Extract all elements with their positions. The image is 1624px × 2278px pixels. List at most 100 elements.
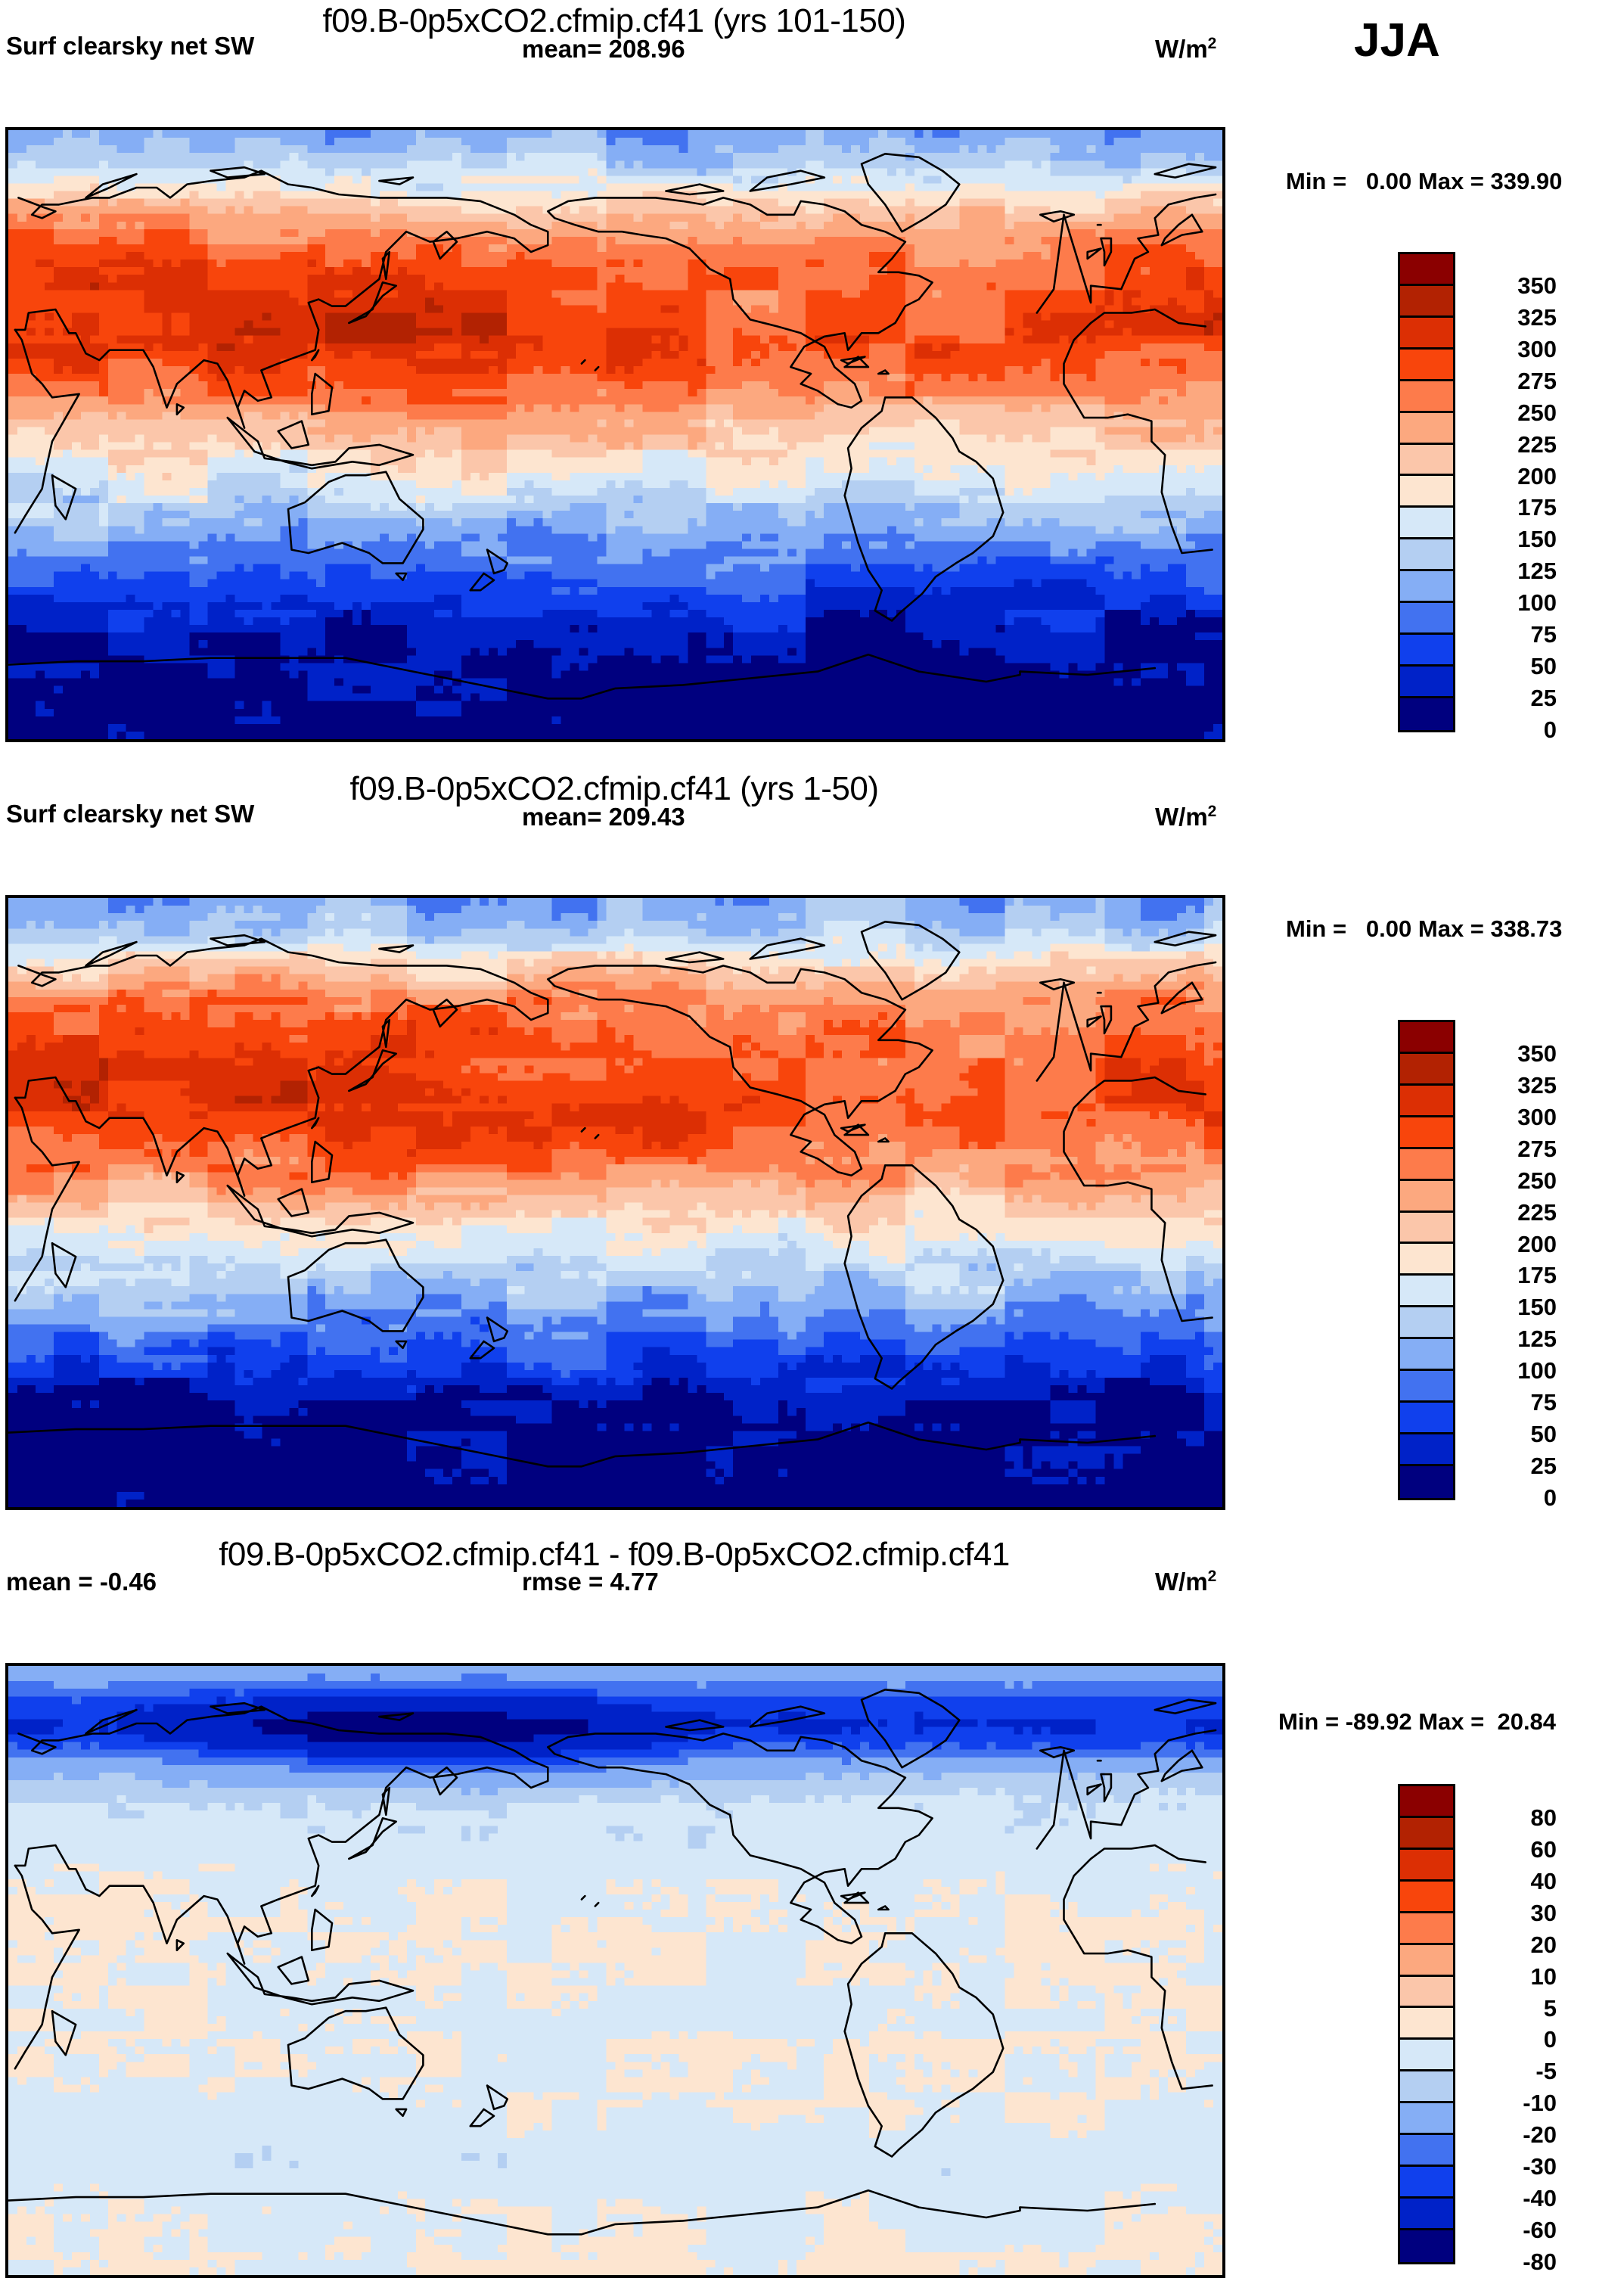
colorbar-swatch (1400, 2198, 1453, 2230)
colorbar-tick-label: 25 (1530, 1453, 1557, 1480)
colorbar-tick-label: -60 (1523, 2217, 1557, 2244)
colorbar-swatch (1400, 254, 1453, 286)
colorbar-swatch (1400, 1944, 1453, 1977)
colorbar-swatch (1400, 476, 1453, 508)
colorbar-tick-label: -10 (1523, 2090, 1557, 2117)
panel-middle-map (5, 895, 1225, 1510)
colorbar-tick-label: 300 (1517, 1103, 1557, 1130)
map-coastlines (8, 153, 1217, 700)
panel-top-stat-label: mean= 208.96 (522, 35, 685, 63)
colorbar-tick-label: 350 (1517, 1040, 1557, 1067)
colorbar-swatch (1400, 1976, 1453, 2009)
colorbar-tick-label: 40 (1530, 1867, 1557, 1894)
colorbar-swatch (1400, 1817, 1453, 1850)
colorbar-swatch (1400, 1913, 1453, 1945)
colorbar-swatch (1400, 2071, 1453, 2104)
panel-middle-units: W/m2 (1155, 803, 1216, 831)
colorbar-tick-label: 100 (1517, 589, 1557, 617)
colorbar-swatches (1398, 1020, 1455, 1500)
colorbar-swatch (1400, 1180, 1453, 1213)
panel-diff-minmax: Min = -89.92 Max = 20.84 (1278, 1708, 1557, 1735)
colorbar-tick-label: 20 (1530, 1931, 1557, 1958)
colorbar-swatch (1400, 2103, 1453, 2136)
panel-diff-suptitle: f09.B-0p5xCO2.cfmip.cf41 - f09.B-0p5xCO2… (219, 1536, 1010, 1573)
panel-top-units-exponent: 2 (1207, 35, 1217, 52)
colorbar-tick-label: 275 (1517, 1135, 1557, 1162)
colorbar-swatch (1400, 2135, 1453, 2168)
colorbar-tick-label: 5 (1543, 1994, 1557, 2022)
colorbar-tick-label: 50 (1530, 653, 1557, 680)
colorbar-swatch (1400, 1434, 1453, 1466)
colorbar-tick-label: 125 (1517, 1325, 1557, 1353)
colorbar-tick-label: 80 (1530, 1804, 1557, 1831)
map-field (8, 1666, 1222, 2275)
colorbar-swatch (1400, 285, 1453, 318)
colorbar-tick-label: 250 (1517, 399, 1557, 426)
panel-top-units: W/m2 (1155, 35, 1216, 64)
panel-diff-mean-label: mean = -0.46 (6, 1568, 157, 1596)
colorbar-tick-label: 350 (1517, 272, 1557, 299)
panel-middle-map-svg (8, 898, 1222, 1507)
panel-top-map (5, 127, 1225, 742)
colorbar-tick-label: 0 (1543, 1484, 1557, 1511)
colorbar-tick-label: 30 (1530, 1899, 1557, 1926)
panel-middle-units-text: W/m (1155, 803, 1208, 831)
colorbar-tick-label: 325 (1517, 1071, 1557, 1099)
colorbar-swatch (1400, 1307, 1453, 1340)
colorbar-tick-label: 175 (1517, 1262, 1557, 1289)
map-field (8, 130, 1222, 739)
colorbar-swatch (1400, 1212, 1453, 1245)
panel-top-minmax: Min = 0.00 Max = 339.90 (1286, 168, 1563, 194)
colorbar-tick-label: 60 (1530, 1835, 1557, 1863)
colorbar-tick-label: 250 (1517, 1167, 1557, 1194)
panel-top-units-text: W/m (1155, 35, 1208, 63)
panel-middle-units-exponent: 2 (1207, 803, 1217, 820)
panel-diff-rmse-label: rmse = 4.77 (522, 1568, 659, 1596)
colorbar-swatch (1400, 1403, 1453, 1434)
colorbar-tick-label: -30 (1523, 2153, 1557, 2180)
colorbar-tick-label: 100 (1517, 1357, 1557, 1385)
panel-diff-units: W/m2 (1155, 1568, 1216, 1596)
colorbar-tick-label: 325 (1517, 303, 1557, 331)
colorbar-swatch (1400, 412, 1453, 445)
colorbar-swatch (1400, 1849, 1453, 1882)
panel-top-suptitle: f09.B-0p5xCO2.cfmip.cf41 (yrs 101-150) (322, 2, 906, 39)
colorbar-tick-label: 200 (1517, 462, 1557, 489)
colorbar-tick-label: 150 (1517, 526, 1557, 553)
colorbar-swatch (1400, 1881, 1453, 1913)
colorbar-swatch (1400, 2167, 1453, 2199)
colorbar-swatch (1400, 2008, 1453, 2040)
colorbar-tick-label: 50 (1530, 1421, 1557, 1448)
colorbar-tick-label: 150 (1517, 1294, 1557, 1321)
colorbar-swatch (1400, 2230, 1453, 2262)
colorbar-tick-label: 125 (1517, 558, 1557, 585)
map-coastlines (8, 921, 1217, 1468)
panel-middle-suptitle: f09.B-0p5xCO2.cfmip.cf41 (yrs 1-50) (349, 770, 879, 807)
colorbar-swatch (1400, 571, 1453, 604)
colorbar-swatch (1400, 1276, 1453, 1308)
colorbar-tick-label: 0 (1543, 716, 1557, 743)
colorbar-swatch (1400, 666, 1453, 698)
colorbar-swatch (1400, 539, 1453, 572)
panel-top-map-svg (8, 130, 1222, 739)
colorbar-swatch (1400, 603, 1453, 636)
colorbar-swatch (1400, 317, 1453, 350)
colorbar-tick-label: 300 (1517, 335, 1557, 362)
colorbar-tick-label: 225 (1517, 1198, 1557, 1226)
season-label: JJA (1354, 14, 1440, 67)
colorbar-tick-label: 0 (1543, 2026, 1557, 2053)
colorbar-swatch (1400, 349, 1453, 381)
colorbar-swatch (1400, 1117, 1453, 1149)
colorbar-tick-label: -5 (1536, 2058, 1557, 2085)
colorbar-swatch (1400, 1339, 1453, 1372)
panel-middle-minmax: Min = 0.00 Max = 338.73 (1286, 915, 1563, 942)
colorbar-swatches (1398, 252, 1455, 732)
colorbar-swatch (1400, 1465, 1453, 1498)
colorbar-tick-label: 10 (1530, 1963, 1557, 1990)
colorbar-swatch (1400, 2040, 1453, 2072)
colorbar-tick-label: 75 (1530, 1389, 1557, 1416)
colorbar-tick-label: 225 (1517, 430, 1557, 458)
colorbar-tick-label: 75 (1530, 621, 1557, 648)
colorbar-swatch (1400, 381, 1453, 413)
colorbar-swatch (1400, 1371, 1453, 1403)
